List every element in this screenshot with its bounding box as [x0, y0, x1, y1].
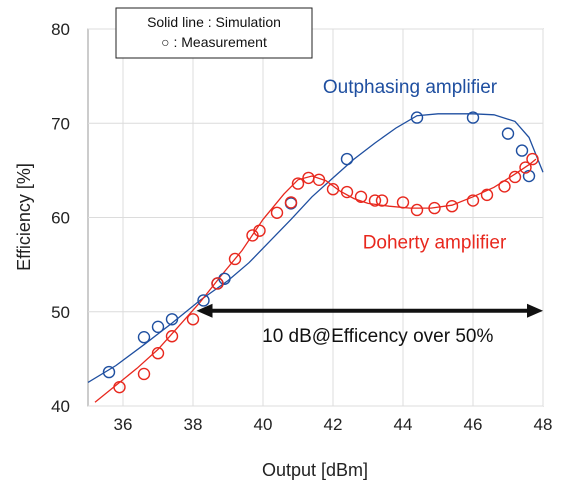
doherty-amplifier-measurement-point	[480, 188, 494, 202]
legend-line-1: Solid line : Simulation	[147, 14, 281, 30]
doherty-amplifier-measurement-point	[428, 201, 441, 215]
doherty-amplifier-measurement-point	[396, 196, 410, 209]
annotation-arrow-head-right	[527, 303, 543, 318]
x-tick-label: 46	[464, 415, 483, 434]
legend: Solid line : Simulation ○ : Measurement	[115, 7, 313, 59]
doherty-amplifier-measurement-point	[519, 161, 532, 174]
doherty-amplifier-measurement-point	[312, 173, 326, 187]
doherty-amplifier-measurement-point	[410, 203, 424, 217]
range-annotation: 10 dB@Efficency over 50%	[196, 303, 543, 347]
outphasing-amplifier-simulation-line	[87, 113, 544, 383]
outphasing-amplifier-measurement-point	[165, 313, 179, 326]
doherty-amplifier-measurement-point	[526, 152, 539, 166]
doherty-amplifier-measurement-point	[326, 183, 340, 196]
x-tick-label: 38	[184, 415, 203, 434]
doherty-amplifier-measurement-point	[186, 313, 200, 326]
doherty-amplifier-measurement-point	[165, 330, 179, 343]
x-tick-label: 42	[324, 415, 343, 434]
doherty-amplifier-measurement-point	[375, 194, 389, 207]
x-tick-label: 44	[394, 415, 413, 434]
doherty-amplifier-measurement-point	[137, 367, 151, 381]
legend-line-2: ○ : Measurement	[161, 34, 267, 50]
doherty-amplifier-measurement-point	[151, 347, 165, 360]
measurement-points	[102, 111, 539, 394]
doherty-amplifier-simulation-line	[94, 158, 537, 403]
doherty-amplifier-measurement-point	[368, 194, 382, 207]
y-tick-label: 50	[51, 303, 70, 322]
outphasing-amplifier-measurement-point	[102, 365, 116, 379]
doherty-amplifier-measurement-point	[270, 206, 284, 219]
y-axis-label: Efficiency [%]	[14, 163, 34, 271]
annotation-arrow-head-left	[196, 303, 213, 318]
outphasing-amplifier-measurement-point	[340, 152, 354, 166]
series-labels: Outphasing amplifier Doherty amplifier	[323, 77, 507, 254]
outphasing-amplifier-measurement-point	[137, 330, 151, 344]
doherty-amplifier-label: Doherty amplifier	[363, 233, 507, 254]
doherty-amplifier-measurement-point	[291, 177, 305, 190]
doherty-amplifier-measurement-point	[340, 185, 354, 199]
x-tick-label: 48	[534, 415, 553, 434]
y-tick-label: 60	[51, 209, 70, 228]
doherty-amplifier-measurement-point	[253, 224, 266, 237]
outphasing-amplifier-measurement-point	[522, 169, 536, 183]
outphasing-amplifier-measurement-point	[501, 127, 515, 140]
doherty-amplifier-measurement-point	[228, 252, 242, 266]
outphasing-amplifier-label: Outphasing amplifier	[323, 77, 498, 98]
doherty-amplifier-measurement-point	[113, 380, 126, 394]
x-tick-label: 36	[114, 415, 133, 434]
outphasing-amplifier-measurement-point	[197, 294, 210, 307]
y-tick-label: 40	[51, 397, 70, 416]
annotation-text: 10 dB@Efficency over 50%	[262, 326, 493, 347]
doherty-amplifier-measurement-point	[354, 190, 368, 203]
outphasing-amplifier-measurement-point	[410, 111, 424, 124]
tick-labels: 36 38 40 42 44 46 48 40 50 60 70 80	[51, 20, 552, 434]
x-axis-label: Output [dBm]	[262, 460, 368, 480]
y-tick-label: 80	[51, 20, 70, 39]
outphasing-amplifier-measurement-point	[151, 320, 165, 334]
doherty-amplifier-measurement-point	[508, 170, 522, 184]
legend-box	[115, 7, 313, 59]
doherty-amplifier-measurement-point	[284, 196, 298, 209]
x-tick-label: 40	[254, 415, 273, 434]
doherty-amplifier-measurement-point	[466, 194, 480, 207]
outphasing-amplifier-measurement-point	[515, 144, 529, 157]
doherty-amplifier-measurement-point	[211, 277, 224, 290]
y-tick-label: 70	[51, 114, 70, 133]
doherty-amplifier-measurement-point	[498, 180, 511, 193]
simulation-lines	[87, 113, 544, 403]
outphasing-amplifier-measurement-point	[466, 111, 480, 124]
doherty-amplifier-measurement-point	[445, 199, 459, 213]
